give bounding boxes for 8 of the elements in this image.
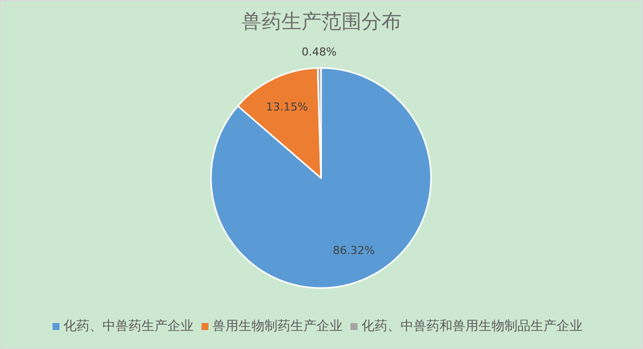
data-label: 0.48% (302, 46, 337, 59)
legend-label: 兽用生物制药生产企业 (212, 319, 342, 334)
legend-label: 化药、中兽药和兽用生物制品生产企业 (362, 319, 582, 334)
data-label: 13.15% (266, 100, 308, 114)
legend-label: 化药、中兽药生产企业 (64, 319, 194, 334)
data-label: 86.32% (332, 244, 375, 258)
pie-slice (210, 67, 432, 289)
chart-title: 兽药生产范围分布 (242, 9, 402, 33)
